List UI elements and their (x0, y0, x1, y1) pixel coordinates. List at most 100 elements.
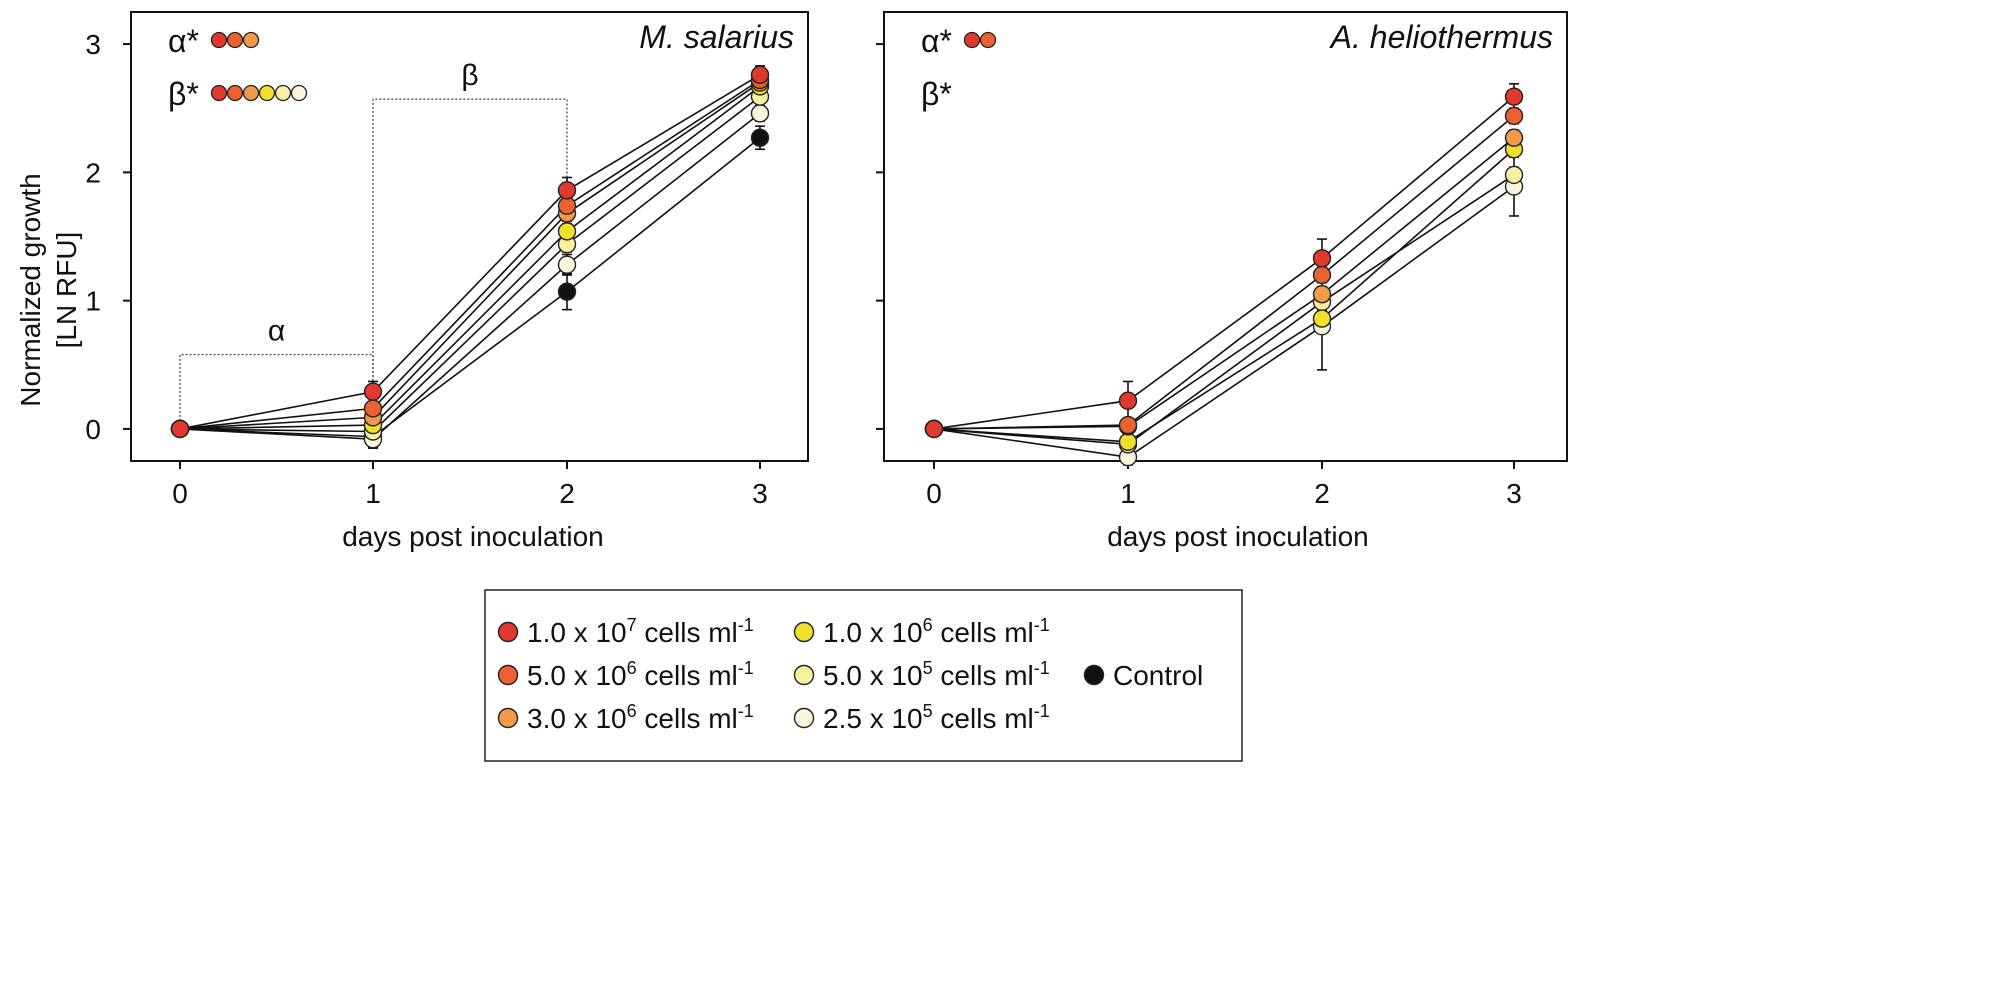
legend-item: 2.5 x 105 cells ml-1 (793, 701, 1050, 734)
series-line (933, 174, 1515, 446)
legend-label: 1.0 x 106 cells ml-1 (823, 615, 1050, 648)
series-points (170, 65, 770, 449)
legend-label: Control (1113, 660, 1203, 691)
series-line (933, 96, 1515, 430)
series-lines (179, 74, 761, 441)
series-points (924, 87, 1524, 467)
data-point (1312, 309, 1332, 328)
series-line (179, 81, 761, 430)
series-line (179, 137, 761, 438)
data-point (1118, 391, 1138, 410)
series-lines (933, 96, 1515, 458)
x-tick-label: 3 (752, 478, 768, 509)
panel-a-heliothermus: 0 1 2 3 A. heliothermus α* β* (876, 11, 1568, 509)
y-tick-label: 2 (85, 157, 101, 188)
data-point (750, 128, 770, 147)
legend-label: 1.0 x 107 cells ml-1 (527, 615, 754, 648)
significance-dot (226, 31, 244, 49)
series-line (179, 112, 761, 441)
data-point (1504, 165, 1524, 185)
series-line (179, 96, 761, 433)
data-point (1312, 249, 1332, 268)
data-point (924, 419, 944, 439)
y-tick-label: 3 (85, 29, 101, 60)
y-tick-label: 1 (85, 286, 101, 317)
data-point (557, 255, 577, 274)
legend-marker (497, 664, 519, 686)
legend-marker (497, 621, 519, 643)
plot-frame (883, 11, 1568, 462)
legend-marker (793, 664, 815, 686)
bracket-label: α (268, 315, 285, 348)
x-axis-label-left: days post inoculation (342, 521, 604, 552)
legend-item: 3.0 x 106 cells ml-1 (497, 701, 754, 734)
legend-marker (793, 621, 815, 643)
panel-m-salarius: 0 1 2 3 0 1 2 3 M. salarius α* β* α β (85, 11, 809, 509)
data-point (750, 104, 770, 123)
series-line (933, 185, 1515, 458)
legend-label: 5.0 x 106 cells ml-1 (527, 658, 754, 691)
x-tick-label: 1 (365, 478, 381, 509)
data-point (1504, 87, 1524, 106)
legend-item: Control (1083, 660, 1203, 691)
significance-dot (258, 84, 276, 102)
series-line (179, 79, 761, 430)
legend-marker (497, 707, 519, 729)
x-tick-label: 0 (926, 478, 942, 509)
data-point (557, 181, 577, 200)
bracket-α (179, 353, 374, 429)
series-line (933, 137, 1515, 430)
significance-dot (242, 31, 260, 49)
data-point (1312, 285, 1332, 304)
series-line (179, 74, 761, 430)
significance-dot (979, 31, 997, 49)
legend-label: 3.0 x 106 cells ml-1 (527, 701, 754, 734)
data-point (750, 65, 770, 85)
legend-label: 2.5 x 105 cells ml-1 (823, 701, 1050, 734)
plot-frame (130, 11, 809, 462)
legend-item: 5.0 x 105 cells ml-1 (793, 658, 1050, 691)
significance-label: β* (168, 76, 199, 112)
y-axis-label: Normalized growth [LN RFU] (15, 173, 82, 406)
data-point (1118, 432, 1138, 451)
bracket-β (372, 98, 568, 429)
significance-dot (274, 84, 292, 102)
data-point (557, 196, 577, 215)
significance-dot (290, 84, 308, 102)
significance-dot (242, 84, 260, 102)
series-line (933, 148, 1515, 443)
significance-label: α* (168, 23, 199, 59)
legend-item: 5.0 x 106 cells ml-1 (497, 658, 754, 691)
significance-label: α* (921, 23, 952, 59)
data-point (557, 222, 577, 241)
significance-dot (210, 31, 228, 49)
panel-title: A. heliothermus (1329, 19, 1553, 55)
series-line (933, 115, 1515, 430)
legend-label: 5.0 x 105 cells ml-1 (823, 658, 1050, 691)
significance-dot (226, 84, 244, 102)
x-tick-label: 2 (1314, 478, 1330, 509)
significance-dot (963, 31, 981, 49)
x-tick-label: 1 (1120, 478, 1136, 509)
legend-marker (793, 707, 815, 729)
data-point (170, 419, 190, 439)
panel-title: M. salarius (639, 19, 794, 55)
data-point (1312, 265, 1332, 285)
legend-marker (1083, 664, 1105, 686)
legend-frame (484, 589, 1243, 762)
data-point (1118, 415, 1138, 435)
legend: 1.0 x 107 cells ml-1 5.0 x 106 cells ml-1… (484, 589, 1243, 762)
x-axis-label-right: days post inoculation (1107, 521, 1369, 552)
legend-item: 1.0 x 106 cells ml-1 (793, 615, 1050, 648)
series-line (179, 85, 761, 430)
y-axis-label-line2: [LN RFU] (51, 232, 82, 349)
x-tick-label: 2 (559, 478, 575, 509)
significance-label: β* (921, 76, 952, 112)
data-point (363, 399, 383, 418)
y-axis-label-line1: Normalized growth (15, 173, 46, 406)
data-point (1504, 128, 1524, 147)
x-tick-label: 0 (172, 478, 188, 509)
data-point (1504, 106, 1524, 126)
legend-item: 1.0 x 107 cells ml-1 (497, 615, 754, 648)
